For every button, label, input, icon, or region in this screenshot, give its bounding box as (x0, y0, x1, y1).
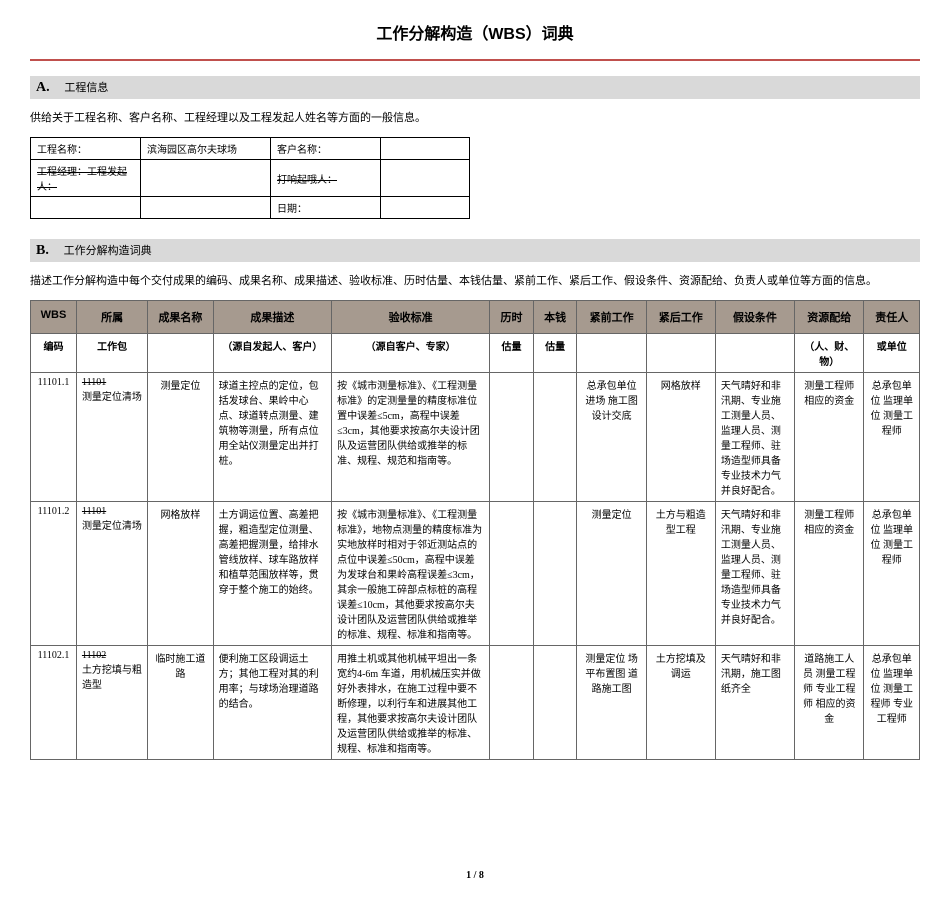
cell-post: 土方挖填及调运 (646, 646, 715, 760)
section-a-header: A. 工程信息 (30, 76, 920, 99)
sub-criteria: （源自客户、专家） (332, 334, 490, 373)
cell-post: 土方与粗造型工程 (646, 502, 715, 646)
info-value (381, 160, 470, 197)
th-desc: 成果描述 (213, 301, 332, 334)
sub-resource: （人、财、物） (795, 334, 864, 373)
sub-resp: 或单位 (864, 334, 920, 373)
info-label: 客户名称： (271, 138, 381, 160)
cell-pkg: 11102土方挖填与粗造型 (76, 646, 147, 760)
cell-pkg: 11101测量定位清场 (76, 502, 147, 646)
wbs-table: WBS 所属 成果名称 成果描述 验收标准 历时 本钱 紧前工作 紧后工作 假设… (30, 300, 920, 760)
sub-pre (577, 334, 646, 373)
th-post: 紧后工作 (646, 301, 715, 334)
cell-name: 测量定位 (148, 373, 213, 502)
cell-resource: 测量工程师 相应的资金 (795, 502, 864, 646)
th-wbs: WBS (31, 301, 77, 334)
sub-assume (715, 334, 794, 373)
info-value (381, 138, 470, 160)
cell-post: 网格放样 (646, 373, 715, 502)
th-criteria: 验收标准 (332, 301, 490, 334)
wbs-data-row: 11101.211101测量定位清场网格放样土方调运位置、高差把握，粗造型定位测… (31, 502, 920, 646)
info-value (141, 197, 271, 219)
sub-pkg: 工作包 (76, 334, 147, 373)
info-value (141, 160, 271, 197)
cell-assume: 天气晴好和非汛期，施工图纸齐全 (715, 646, 794, 760)
cell-assume: 天气晴好和非汛期、专业施工测量人员、监理人员、测量工程师、驻场造型师具备专业技术… (715, 502, 794, 646)
th-pkg: 所属 (76, 301, 147, 334)
cell-cost (533, 373, 577, 502)
section-b-header: B. 工作分解构造词典 (30, 239, 920, 262)
cell-pre: 测量定位 场平布置图 道路施工图 (577, 646, 646, 760)
sub-cost: 估量 (533, 334, 577, 373)
page-footer: 1 / 8 (30, 870, 920, 881)
th-resp: 责任人 (864, 301, 920, 334)
cell-pre: 总承包单位进场 施工图设计交底 (577, 373, 646, 502)
wbs-subheader-row: 编码 工作包 （源自发起人、客户） （源自客户、专家） 估量 估量 （人、财、物… (31, 334, 920, 373)
cell-wbs: 11101.2 (31, 502, 77, 646)
project-info-table: 工程名称： 滨海园区高尔夫球场 客户名称： 工程经理：工程发起人： 打响起哦人：… (30, 137, 470, 219)
th-name: 成果名称 (148, 301, 213, 334)
sub-name (148, 334, 213, 373)
cell-resp: 总承包单位 监理单位 测量工程师 (864, 373, 920, 502)
cell-pre: 测量定位 (577, 502, 646, 646)
cell-resp: 总承包单位 监理单位 测量工程师 (864, 502, 920, 646)
th-resource: 资源配给 (795, 301, 864, 334)
info-label: 工程名称： (31, 138, 141, 160)
th-dur: 历时 (490, 301, 534, 334)
sub-wbs: 编码 (31, 334, 77, 373)
info-value (381, 197, 470, 219)
th-cost: 本钱 (533, 301, 577, 334)
section-b-label: 工作分解构造词典 (64, 245, 152, 257)
section-a-letter: A. (36, 80, 50, 95)
th-pre: 紧前工作 (577, 301, 646, 334)
cell-desc: 球道主控点的定位，包括发球台、果岭中心点、球道转点测量、建筑物等测量，所有点位用… (213, 373, 332, 502)
cell-name: 临时施工道路 (148, 646, 213, 760)
cell-resp: 总承包单位 监理单位 测量工程师 专业工程师 (864, 646, 920, 760)
cell-desc: 土方调运位置、高差把握，粗造型定位测量、高差把握测量，给排水管线放样、球车路放样… (213, 502, 332, 646)
section-a-desc: 供给关于工程名称、客户名称、工程经理以及工程发起人姓名等方面的一般信息。 (30, 109, 920, 125)
info-label (31, 197, 141, 219)
section-b-letter: B. (36, 243, 49, 258)
section-b-desc: 描述工作分解构造中每个交付成果的编码、成果名称、成果描述、验收标准、历时估量、本… (30, 272, 920, 288)
wbs-data-row: 11102.111102土方挖填与粗造型临时施工道路便利施工区段调运土方；其他工… (31, 646, 920, 760)
sub-desc: （源自发起人、客户） (213, 334, 332, 373)
cell-resource: 测量工程师 相应的资金 (795, 373, 864, 502)
wbs-data-row: 11101.111101测量定位清场测量定位球道主控点的定位，包括发球台、果岭中… (31, 373, 920, 502)
title-divider (30, 59, 920, 61)
info-label: 日期： (271, 197, 381, 219)
sub-dur: 估量 (490, 334, 534, 373)
cell-criteria: 按《城市测量标准》、《工程测量标准》的定测量量的精度标准位置中误差≤5cm，高程… (332, 373, 490, 502)
cell-dur (490, 646, 534, 760)
info-value: 滨海园区高尔夫球场 (141, 138, 271, 160)
cell-assume: 天气晴好和非汛期、专业施工测量人员、监理人员、测量工程师、驻场造型师具备专业技术… (715, 373, 794, 502)
wbs-header-row: WBS 所属 成果名称 成果描述 验收标准 历时 本钱 紧前工作 紧后工作 假设… (31, 301, 920, 334)
section-a-label: 工程信息 (64, 82, 108, 94)
cell-dur (490, 373, 534, 502)
cell-criteria: 按《城市测量标准》、《工程测量标准》，地物点测量的精度标准为实地放样时相对于邻近… (332, 502, 490, 646)
th-assume: 假设条件 (715, 301, 794, 334)
cell-desc: 便利施工区段调运土方；其他工程对其的利用率；与球场治理道路的结合。 (213, 646, 332, 760)
cell-cost (533, 646, 577, 760)
cell-cost (533, 502, 577, 646)
page-title: 工作分解构造（WBS）词典 (30, 20, 920, 44)
cell-criteria: 用推土机或其他机械平坦出一条宽约4-6m 车道，用机械压实并做好外表排水，在施工… (332, 646, 490, 760)
cell-pkg: 11101测量定位清场 (76, 373, 147, 502)
cell-wbs: 11102.1 (31, 646, 77, 760)
sub-post (646, 334, 715, 373)
info-label: 工程经理：工程发起人： (31, 160, 141, 197)
info-label: 打响起哦人： (271, 160, 381, 197)
cell-dur (490, 502, 534, 646)
cell-resource: 道路施工人员 测量工程师 专业工程师 相应的资金 (795, 646, 864, 760)
cell-wbs: 11101.1 (31, 373, 77, 502)
cell-name: 网格放样 (148, 502, 213, 646)
